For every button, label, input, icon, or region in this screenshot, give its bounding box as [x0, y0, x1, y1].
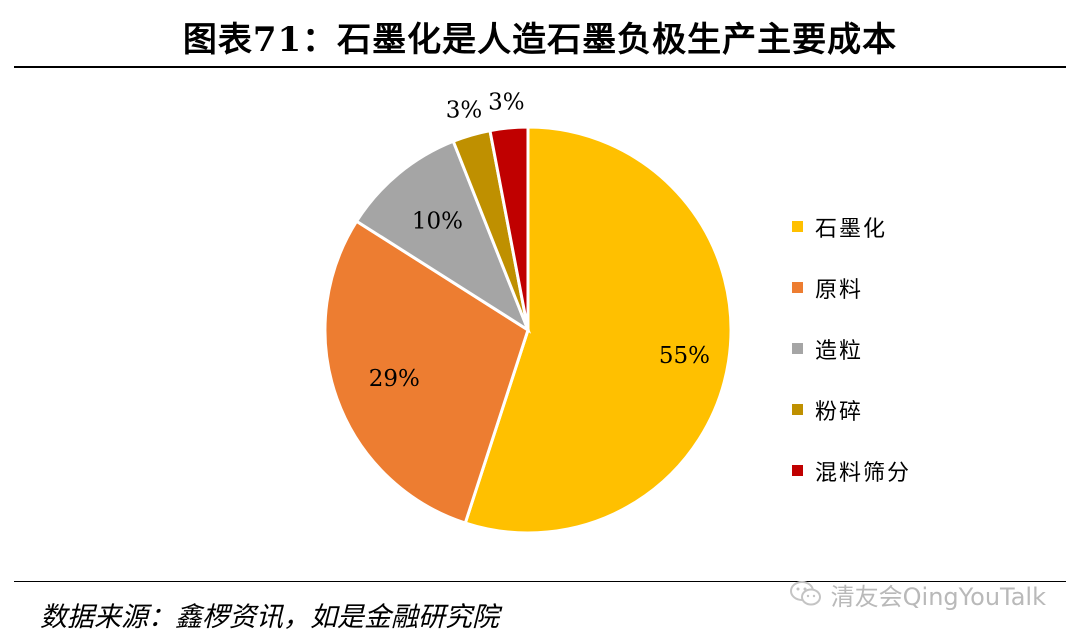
legend-label: 石墨化: [815, 216, 888, 242]
legend-swatch: [792, 465, 803, 476]
legend-label: 原料: [815, 277, 864, 303]
legend-swatch: [792, 343, 803, 354]
legend: 石墨化 原料 造粒 粉碎 混料筛分: [792, 196, 911, 501]
legend-item-graphitization: 石墨化: [792, 196, 911, 257]
legend-item-raw-material: 原料: [792, 257, 911, 318]
chart-title: 图表71：石墨化是人造石墨负极生产主要成本: [182, 20, 898, 60]
wechat-icon: [789, 581, 821, 606]
watermark: 清友会QingYouTalk: [789, 574, 1046, 614]
legend-item-mixing-sieving: 混料筛分: [792, 440, 911, 501]
legend-swatch: [792, 221, 803, 232]
slice-granulation: [354, 139, 532, 334]
legend-label: 混料筛分: [815, 460, 912, 486]
slice-graphitization: [463, 125, 733, 535]
slice-value-label: 3%: [446, 98, 483, 124]
slice-mixing-sieving: [488, 125, 530, 331]
legend-swatch: [792, 404, 803, 415]
source-note: 数据来源：鑫椤资讯，如是金融研究院: [40, 602, 499, 633]
legend-item-crushing: 粉碎: [792, 379, 911, 440]
legend-label: 造粒: [815, 338, 864, 364]
slice-raw-material: [323, 219, 530, 525]
title-rule: [14, 66, 1066, 68]
watermark-text: 清友会QingYouTalk: [830, 582, 1046, 611]
slice-value-label: 3%: [488, 90, 525, 116]
legend-swatch: [792, 282, 803, 293]
slice-value-label: 10%: [412, 209, 463, 235]
slice-value-label: 29%: [369, 366, 420, 392]
footer-rule: [14, 581, 1066, 582]
slice-value-label: 55%: [659, 343, 710, 369]
legend-item-granulation: 造粒: [792, 318, 911, 379]
legend-label: 粉碎: [815, 399, 864, 425]
